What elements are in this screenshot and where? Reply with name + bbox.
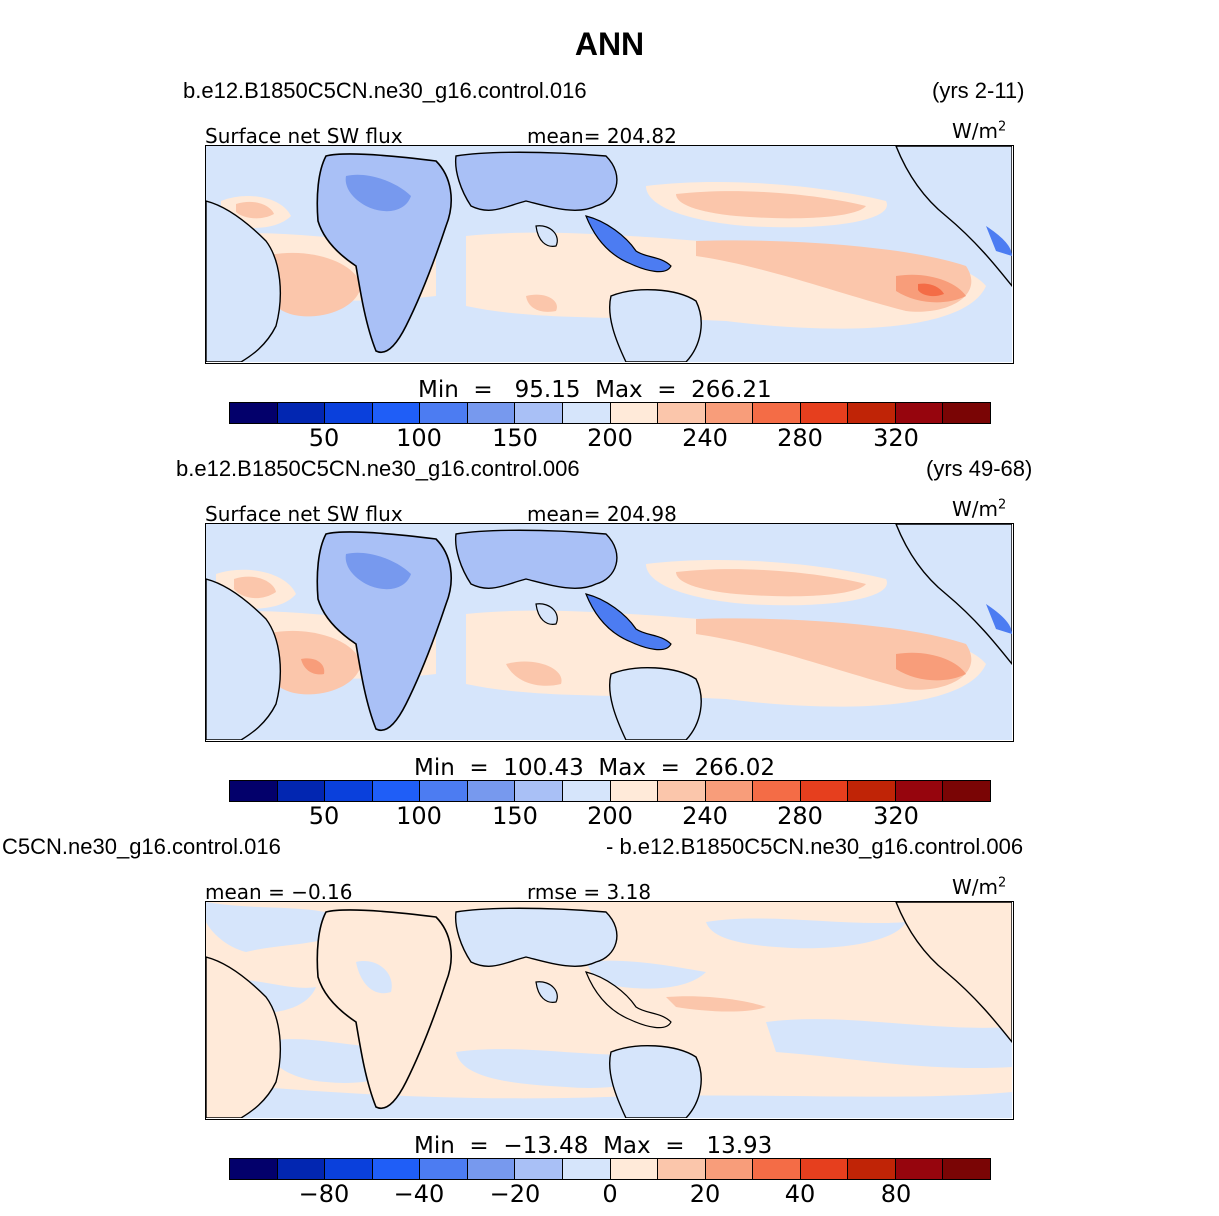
colorbar-box [658, 781, 706, 801]
colorbar-ticks-3: −80 −40 −20 0 20 40 80 [229, 1180, 991, 1208]
case-name-2: b.e12.B1850C5CN.ne30_g16.control.006 [176, 456, 580, 481]
rmse-label: rmse = 3.18 [527, 880, 652, 904]
colorbar-box [277, 781, 326, 801]
colorbar-box [277, 403, 326, 423]
colorbar-box [372, 403, 421, 423]
colorbar-ticks-1: 50 100 150 200 240 280 320 [229, 424, 991, 452]
colorbar-box [420, 403, 468, 423]
tick-label: 240 [682, 802, 728, 830]
years-label-2: (yrs 49-68) [926, 456, 1033, 481]
case-name-1: b.e12.B1850C5CN.ne30_g16.control.016 [183, 78, 587, 103]
mean-label-2: mean= 204.98 [527, 502, 677, 526]
colorbar-box [658, 403, 706, 423]
tick-label: −20 [489, 1180, 541, 1208]
colorbar-box [515, 1159, 563, 1179]
units-label-3: W/m2 [952, 875, 1007, 899]
colorbar-box [372, 1159, 421, 1179]
tick-label: 50 [308, 802, 340, 830]
tick-label: −80 [298, 1180, 350, 1208]
minmax-label-2: Min = 100.43 Max = 266.02 [414, 755, 775, 781]
variable-label-1: Surface net SW flux [205, 124, 403, 148]
colorbar-box [420, 781, 468, 801]
colorbar-box [705, 403, 754, 423]
colorbar-box [325, 403, 373, 423]
colorbar-box [753, 1159, 801, 1179]
colorbar-box [658, 1159, 706, 1179]
tick-label: −40 [393, 1180, 445, 1208]
map-panel-3 [205, 901, 1014, 1120]
colorbar-box [895, 1159, 944, 1179]
tick-label: 150 [492, 802, 538, 830]
colorbar-1 [229, 402, 991, 424]
tick-label: 0 [602, 1180, 618, 1208]
colorbar-box [943, 781, 990, 801]
colorbar-box [610, 403, 659, 423]
tick-label: 100 [396, 802, 442, 830]
colorbar-2 [229, 780, 991, 802]
mean-label-1: mean= 204.82 [527, 124, 677, 148]
units-label-1: W/m2 [952, 119, 1007, 143]
colorbar-box [753, 403, 801, 423]
tick-label: 320 [873, 802, 919, 830]
colorbar-box [705, 781, 754, 801]
colorbar-box [562, 1159, 611, 1179]
tick-label: 100 [396, 424, 442, 452]
colorbar-box [325, 781, 373, 801]
colorbar-box [230, 403, 278, 423]
colorbar-box [800, 403, 849, 423]
colorbar-box [943, 1159, 990, 1179]
colorbar-box [610, 1159, 659, 1179]
colorbar-box [372, 781, 421, 801]
colorbar-box [562, 781, 611, 801]
colorbar-box [800, 1159, 849, 1179]
colorbar-box [800, 781, 849, 801]
tick-label: 280 [777, 424, 823, 452]
colorbar-box [467, 781, 516, 801]
colorbar-box [610, 781, 659, 801]
tick-label: 280 [777, 802, 823, 830]
colorbar-box [277, 1159, 326, 1179]
years-label-1: (yrs 2-11) [932, 78, 1025, 103]
map-panel-2 [205, 523, 1014, 742]
tick-label: 200 [587, 802, 633, 830]
colorbar-box [705, 1159, 754, 1179]
tick-label: 40 [784, 1180, 816, 1208]
colorbar-box [562, 403, 611, 423]
colorbar-box [230, 781, 278, 801]
colorbar-box [467, 403, 516, 423]
tick-label: 20 [689, 1180, 721, 1208]
tick-label: 150 [492, 424, 538, 452]
variable-label-2: Surface net SW flux [205, 502, 403, 526]
minmax-label-3: Min = −13.48 Max = 13.93 [414, 1133, 773, 1159]
colorbar-box [895, 403, 944, 423]
diff-case-label: - b.e12.B1850C5CN.ne30_g16.control.006 [606, 834, 1024, 859]
colorbar-box [325, 1159, 373, 1179]
colorbar-box [848, 781, 896, 801]
units-label-2: W/m2 [952, 497, 1007, 521]
colorbar-box [943, 403, 990, 423]
case-name-3: C5CN.ne30_g16.control.016 [2, 834, 281, 859]
tick-label: 200 [587, 424, 633, 452]
diff-mean-label: mean = −0.16 [205, 880, 353, 904]
colorbar-box [895, 781, 944, 801]
colorbar-box [848, 403, 896, 423]
tick-label: 50 [308, 424, 340, 452]
colorbar-box [467, 1159, 516, 1179]
map-panel-1 [205, 145, 1014, 364]
colorbar-box [515, 403, 563, 423]
colorbar-box [848, 1159, 896, 1179]
colorbar-3 [229, 1158, 991, 1180]
tick-label: 240 [682, 424, 728, 452]
tick-label: 320 [873, 424, 919, 452]
colorbar-box [515, 781, 563, 801]
minmax-label-1: Min = 95.15 Max = 266.21 [418, 377, 772, 403]
colorbar-box [420, 1159, 468, 1179]
figure-title: ANN [574, 26, 645, 62]
tick-label: 80 [880, 1180, 912, 1208]
colorbar-box [753, 781, 801, 801]
colorbar-box [230, 1159, 278, 1179]
colorbar-ticks-2: 50 100 150 200 240 280 320 [229, 802, 991, 830]
